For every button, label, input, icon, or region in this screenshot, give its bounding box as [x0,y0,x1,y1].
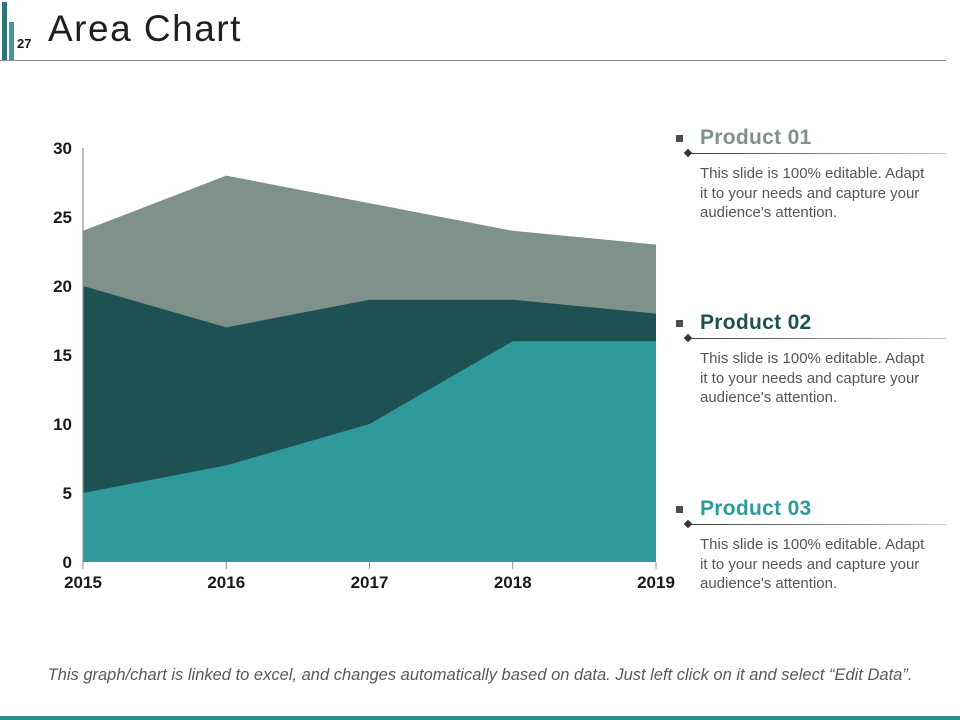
legend-divider-line [683,519,946,529]
page-number: 27 [17,36,32,51]
diamond-icon [683,148,693,158]
x-axis-tick-label: 2015 [64,573,102,592]
x-axis-tick-label: 2018 [494,573,532,592]
header-accent-bar-2 [9,22,14,61]
y-axis-tick-label: 0 [63,553,72,572]
footer-note: This graph/chart is linked to excel, and… [47,666,913,684]
legend-item-product-01: Product 01 This slide is 100% editable. … [668,126,946,223]
legend-label: Product 02 [700,311,812,334]
header-accent-bar-1 [2,2,7,61]
x-axis-tick-label: 2016 [207,573,245,592]
y-axis-tick-label: 30 [53,139,72,158]
legend-header: Product 02 [668,311,946,335]
y-axis-tick-label: 10 [53,415,72,434]
bottom-accent-line [0,716,960,720]
square-bullet-icon [676,135,683,142]
x-axis-tick-label: 2017 [351,573,389,592]
page-title: Area Chart [48,8,242,49]
legend-description: This slide is 100% editable. Adapt it to… [700,536,925,592]
legend-label: Product 01 [700,126,812,149]
x-axis-tick-label: 2019 [637,573,675,592]
y-axis-tick-label: 5 [63,484,72,503]
diamond-icon [683,333,693,343]
title-divider-line [0,60,946,61]
y-axis-tick-label: 20 [53,277,72,296]
area-series-product-03 [83,341,656,562]
square-bullet-icon [676,320,683,327]
diamond-icon [683,519,693,529]
square-bullet-icon [676,506,683,513]
legend-description: This slide is 100% editable. Adapt it to… [700,350,925,406]
legend-item-product-03: Product 03 This slide is 100% editable. … [668,497,946,594]
legend-item-product-02: Product 02 This slide is 100% editable. … [668,311,946,408]
legend-header: Product 03 [668,497,946,521]
area-chart[interactable]: 2015 2016 2017 2018 2019 0 5 10 15 20 25 30 [40,130,685,605]
legend-header: Product 01 [668,126,946,150]
y-axis-tick-label: 25 [53,208,72,227]
legend-label: Product 03 [700,497,812,520]
legend-description: This slide is 100% editable. Adapt it to… [700,165,925,221]
area-chart-canvas: 2015 2016 2017 2018 2019 0 5 10 15 20 25 30 [53,139,675,592]
y-axis-tick-label: 15 [53,346,72,365]
legend-divider-line [683,333,946,343]
legend-divider-line [683,148,946,158]
